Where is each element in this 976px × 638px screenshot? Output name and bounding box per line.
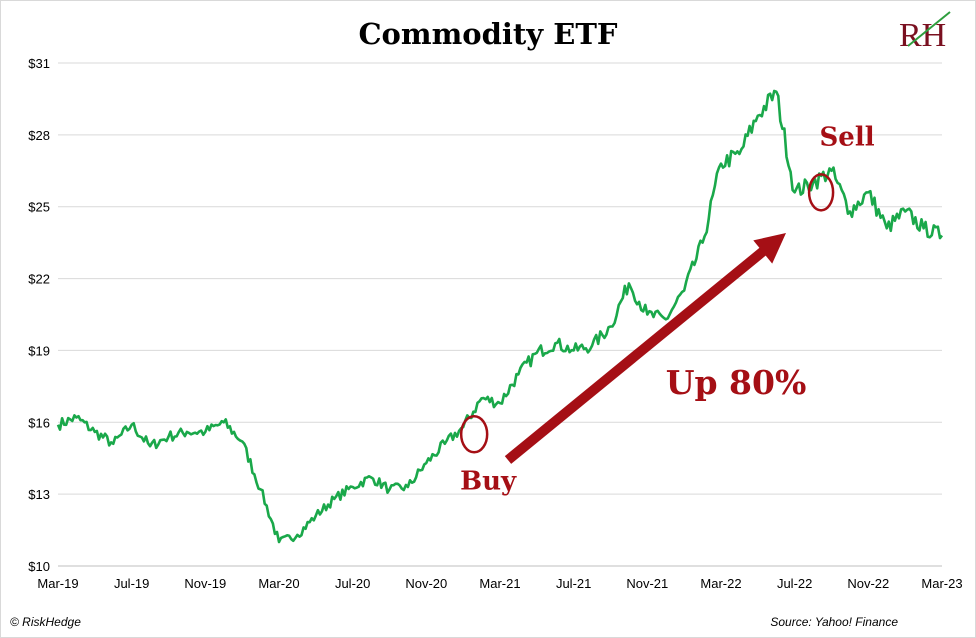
gain-label: Up 80% [666, 363, 807, 402]
logo-arrow-icon [907, 11, 951, 47]
y-axis: $10 $13 $16 $19 $22 $25 $28 $31 [28, 56, 50, 574]
x-tick-label: Mar-21 [479, 576, 520, 591]
annotation-layer: Buy Sell Up 80% [459, 122, 875, 496]
y-tick-label: $16 [28, 415, 50, 430]
y-tick-label: $22 [28, 272, 50, 287]
logo-text: RH [899, 17, 946, 54]
footer-source: Source: Yahoo! Finance [770, 615, 898, 629]
buy-label: Buy [460, 466, 517, 496]
y-tick-label: $31 [28, 56, 50, 71]
series-layer [56, 89, 944, 544]
x-tick-label: Nov-20 [405, 576, 447, 591]
gain-arrow-head [753, 233, 786, 264]
x-tick-label: Jul-22 [777, 576, 812, 591]
x-tick-label: Jul-20 [335, 576, 370, 591]
price-series-line [56, 89, 944, 544]
x-tick-label: Nov-19 [184, 576, 226, 591]
riskhedge-logo: RH [899, 11, 951, 54]
x-tick-label: Mar-20 [258, 576, 299, 591]
x-axis: Mar-19 Jul-19 Nov-19 Mar-20 Jul-20 Nov-20 Mar-… [37, 565, 963, 591]
y-tick-label: $25 [28, 200, 50, 215]
y-tick-label: $13 [28, 487, 50, 502]
y-tick-label: $19 [28, 343, 50, 358]
x-tick-label: Nov-22 [847, 576, 889, 591]
buy-marker-circle [459, 415, 489, 454]
gain-arrow-shaft [504, 240, 776, 464]
footer-credit: © RiskHedge [10, 615, 81, 629]
x-tick-label: Mar-23 [921, 576, 962, 591]
sell-label: Sell [820, 122, 875, 152]
x-tick-label: Mar-22 [700, 576, 741, 591]
x-tick-label: Nov-21 [626, 576, 668, 591]
y-tick-label: $10 [28, 559, 50, 574]
x-tick-label: Mar-19 [37, 576, 78, 591]
chart-title: Commodity ETF [358, 17, 617, 51]
y-tick-label: $28 [28, 128, 50, 143]
x-tick-label: Jul-21 [556, 576, 591, 591]
x-tick-label: Jul-19 [114, 576, 149, 591]
sell-marker-circle [807, 173, 835, 212]
